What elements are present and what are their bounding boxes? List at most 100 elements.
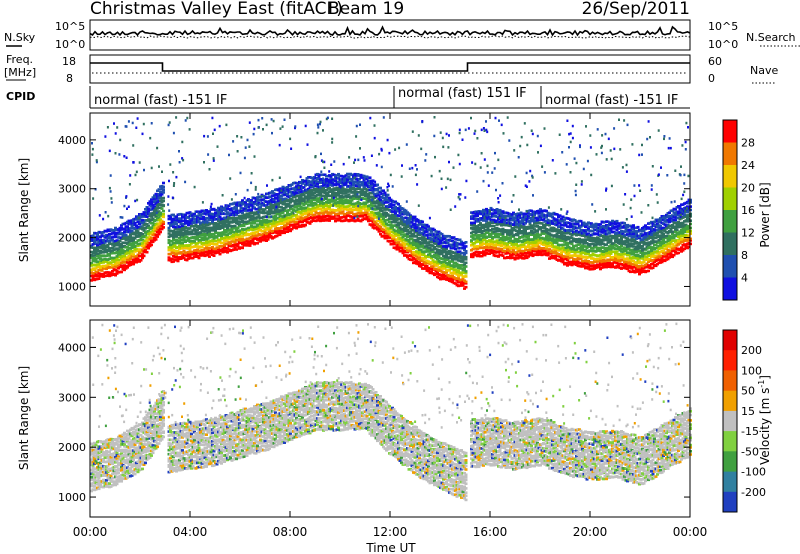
power-cell	[287, 225, 291, 229]
power-cell	[162, 196, 165, 200]
freq-right-tick-bottom: 0	[708, 72, 715, 85]
power-cell	[250, 221, 253, 225]
power-cell	[232, 207, 235, 210]
power-cell	[368, 184, 372, 188]
power-cell	[224, 212, 228, 216]
power-cell	[376, 183, 379, 187]
power-cell	[239, 201, 243, 204]
power-cell	[236, 242, 240, 246]
power-cell	[90, 279, 93, 282]
power-cell	[121, 258, 125, 261]
power-cell	[154, 238, 158, 241]
power-cell	[147, 224, 150, 228]
power-cell	[111, 270, 114, 273]
power-cell	[182, 228, 186, 232]
power-cell	[299, 211, 303, 214]
power-cell	[522, 257, 526, 260]
power-cell	[105, 230, 108, 233]
power-cell	[206, 241, 210, 245]
power-cell	[172, 213, 175, 217]
power-cell	[145, 236, 149, 239]
power-cell	[154, 199, 158, 203]
power-cell	[169, 222, 172, 226]
power-cell	[182, 249, 186, 253]
power-cell	[224, 223, 228, 227]
power-cell	[188, 218, 192, 221]
power-cell	[114, 263, 117, 266]
power-cell	[102, 243, 105, 246]
power-cell	[206, 253, 210, 257]
power-cell	[262, 209, 265, 213]
power-cell	[454, 268, 457, 271]
power-cell	[162, 199, 165, 203]
power-cell	[226, 220, 229, 224]
power-cell	[211, 221, 214, 225]
date-label: 26/Sep/2011	[582, 0, 690, 19]
power-cell	[159, 211, 162, 215]
power-cell	[256, 230, 259, 234]
power-cell	[217, 246, 220, 249]
power-cell	[151, 224, 155, 228]
power-cell	[215, 243, 219, 246]
power-cell	[392, 203, 396, 207]
power-cell	[536, 230, 539, 233]
power-cell	[388, 230, 391, 234]
power-cell	[256, 208, 259, 211]
power-cell	[512, 218, 515, 222]
power-cell	[208, 230, 211, 233]
power-cell	[156, 194, 159, 198]
power-cell	[250, 203, 253, 207]
noise-right-tick-top: 10^5	[708, 20, 738, 33]
power-cell	[272, 220, 276, 223]
power-cell	[126, 266, 129, 269]
noise-left-label: N.Sky	[4, 31, 36, 44]
power-cell	[278, 233, 282, 237]
power-cell	[169, 215, 172, 219]
power-cell	[181, 224, 184, 228]
power-cell	[497, 235, 500, 239]
power-cell	[397, 234, 400, 237]
power-cell	[159, 218, 162, 221]
power-cell	[528, 246, 532, 249]
power-cell	[212, 237, 216, 240]
power-cell	[199, 231, 202, 235]
power-cell	[271, 222, 274, 226]
power-cell	[290, 198, 294, 201]
power-cell	[272, 192, 276, 195]
power-cell	[172, 229, 175, 233]
power-cell	[274, 214, 277, 218]
power-cell	[278, 213, 282, 216]
power-cell	[223, 228, 226, 232]
power-cell	[123, 268, 126, 272]
power-cell	[260, 223, 264, 227]
power-cell	[298, 197, 301, 201]
power-cell	[377, 230, 381, 233]
power-cell	[320, 209, 324, 213]
power-cell	[153, 205, 156, 208]
power-cell	[418, 256, 421, 259]
power-cell	[181, 236, 184, 239]
power-cell	[162, 226, 165, 229]
power-cell	[182, 256, 186, 260]
power-cell	[153, 211, 156, 215]
power-cell	[241, 215, 244, 218]
power-cell	[193, 251, 196, 255]
power-cell	[170, 257, 174, 261]
power-cell	[91, 251, 95, 254]
power-cell	[256, 203, 259, 207]
power-cell	[266, 210, 270, 213]
power-cell	[253, 232, 256, 236]
power-cell	[139, 259, 143, 262]
power-cell	[244, 217, 247, 220]
power-cell	[132, 253, 135, 256]
power-cell	[167, 241, 171, 245]
power-cell	[274, 218, 277, 222]
power-cell	[242, 202, 246, 206]
power-cell	[126, 248, 129, 252]
power-cell	[102, 273, 105, 276]
power-cell	[90, 268, 93, 272]
power-cell	[281, 189, 285, 192]
power-cell	[230, 235, 234, 238]
power-cell	[133, 221, 137, 225]
